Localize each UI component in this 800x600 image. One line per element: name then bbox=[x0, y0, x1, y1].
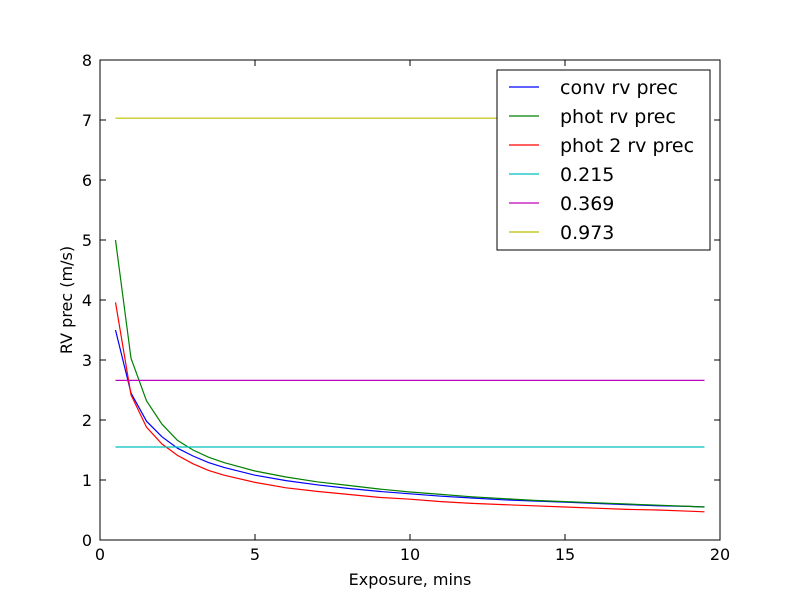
y-tick-label: 1 bbox=[82, 471, 92, 490]
y-axis-label: RV prec (m/s) bbox=[57, 246, 76, 354]
y-tick-label: 8 bbox=[82, 51, 92, 70]
series-line-2 bbox=[114, 239, 705, 508]
x-axis-label: Exposure, mins bbox=[349, 570, 472, 589]
y-tick-label: 2 bbox=[82, 411, 92, 430]
y-tick-label: 4 bbox=[82, 291, 92, 310]
legend-label: 0.973 bbox=[560, 222, 614, 244]
x-tick-label: 5 bbox=[250, 545, 260, 564]
series-line-3 bbox=[114, 302, 705, 513]
y-tick-label: 6 bbox=[82, 171, 92, 190]
legend-label: phot rv prec bbox=[560, 106, 676, 128]
legend: conv rv prec phot rv prec phot 2 rv prec 0.… bbox=[496, 69, 711, 251]
legend-label: 0.215 bbox=[560, 164, 614, 186]
legend-label: conv rv prec bbox=[560, 77, 678, 99]
x-tick-label: 0 bbox=[95, 545, 105, 564]
y-tick-label: 5 bbox=[82, 231, 92, 250]
x-tick-label: 15 bbox=[555, 545, 575, 564]
legend-label: phot 2 rv prec bbox=[560, 135, 694, 157]
ticks: 0 5 10 15 20 0 1 2 3 4 5 6 7 8 bbox=[82, 51, 730, 564]
y-tick-label: 0 bbox=[82, 531, 92, 550]
legend-label: 0.369 bbox=[560, 193, 614, 215]
y-tick-label: 3 bbox=[82, 351, 92, 370]
y-tick-label: 7 bbox=[82, 111, 92, 130]
x-tick-label: 10 bbox=[400, 545, 420, 564]
legend-box bbox=[496, 69, 711, 251]
x-tick-label: 20 bbox=[710, 545, 730, 564]
